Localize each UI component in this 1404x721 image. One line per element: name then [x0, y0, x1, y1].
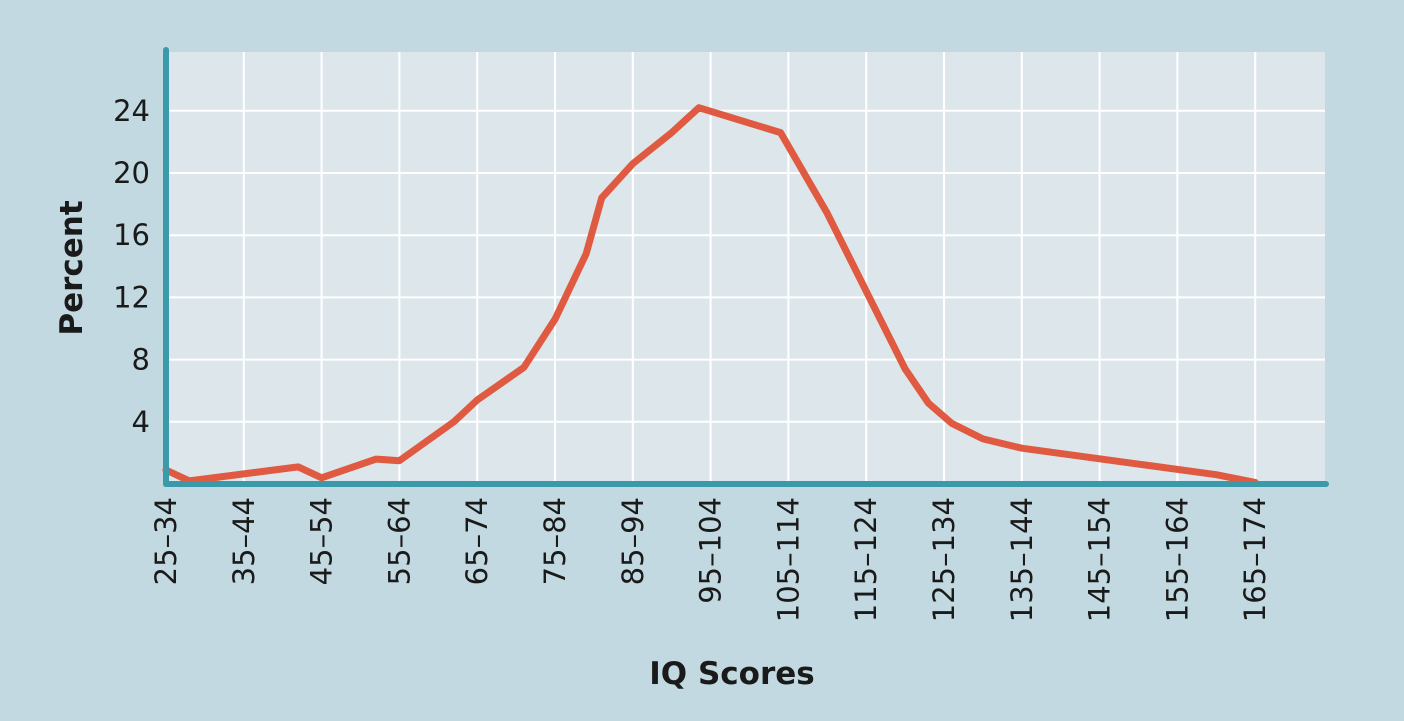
x-tick-label: 155–164 [1160, 497, 1194, 622]
x-tick-label: 125–134 [927, 497, 961, 622]
x-tick-label: 25–34 [149, 497, 183, 585]
x-tick-label: 95–104 [694, 497, 728, 604]
y-tick-labels: 4 8 12 16 20 24 [113, 94, 150, 439]
y-tick-label: 16 [113, 218, 150, 252]
x-tick-label: 145–154 [1083, 497, 1117, 622]
y-tick-label: 20 [113, 156, 150, 190]
x-tick-label: 165–174 [1238, 497, 1272, 622]
x-tick-label: 75–84 [538, 497, 572, 585]
x-tick-label: 105–114 [771, 497, 805, 622]
y-axis-title: Percent [54, 200, 90, 336]
y-tick-label: 12 [113, 280, 150, 314]
y-tick-label: 24 [113, 94, 150, 128]
x-tick-label: 65–74 [460, 497, 494, 585]
series-line-0 [162, 104, 1259, 486]
data-series [162, 104, 1259, 486]
x-tick-label: 55–64 [382, 497, 416, 585]
x-tick-label: 85–94 [616, 497, 650, 585]
plot-area [166, 52, 1325, 484]
axes [163, 47, 1329, 487]
grid-lines [166, 52, 1325, 484]
x-axis-title: IQ Scores [649, 656, 814, 692]
x-tick-label: 115–124 [849, 497, 883, 622]
x-tick-label: 135–144 [1005, 497, 1039, 622]
y-tick-label: 8 [132, 343, 150, 377]
x-tick-labels: 25–34 35–44 45–54 55–64 65–74 75–84 85–94 95–10… [149, 497, 1272, 622]
x-tick-label: 45–54 [305, 497, 339, 585]
y-tick-label: 4 [132, 405, 150, 439]
x-tick-label: 35–44 [227, 497, 261, 585]
